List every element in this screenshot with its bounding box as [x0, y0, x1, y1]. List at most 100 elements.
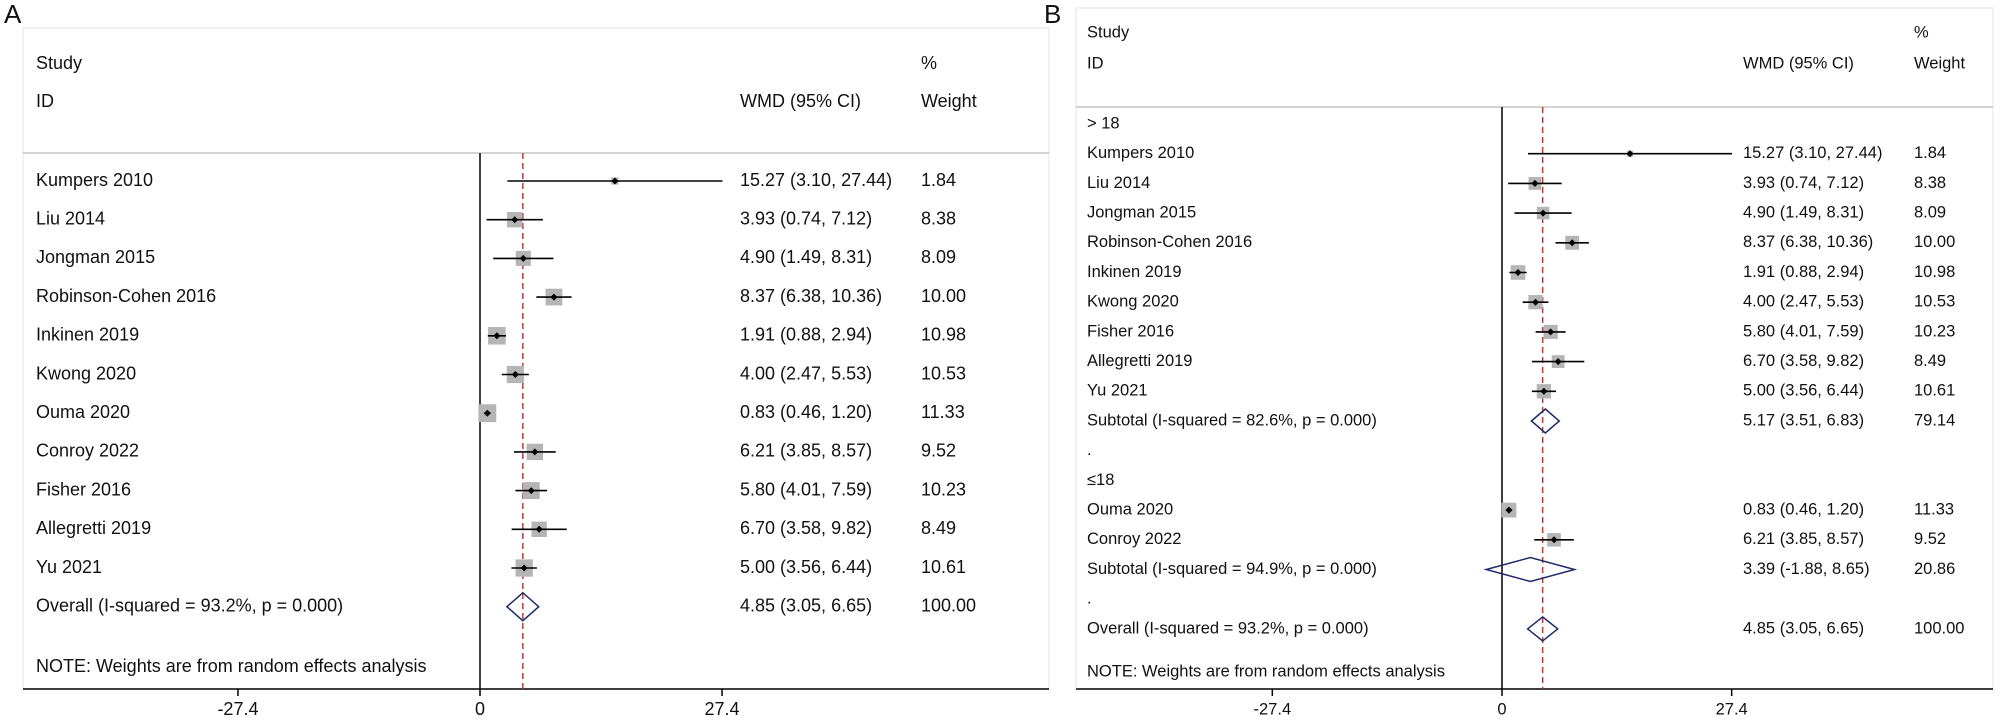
x-tick-label: 0 — [475, 699, 485, 719]
x-tick-label: 0 — [1497, 700, 1506, 718]
weight-label: 10.98 — [921, 325, 966, 345]
weight-label: 8.09 — [1914, 203, 1946, 221]
point-estimate — [1626, 150, 1634, 158]
ci-label: 4.85 (3.05, 6.65) — [1743, 619, 1864, 637]
note: NOTE: Weights are from random effects an… — [1087, 662, 1445, 680]
ci-label: 5.17 (3.51, 6.83) — [1743, 411, 1864, 429]
point-estimate — [550, 293, 558, 301]
row-label: Jongman 2015 — [36, 247, 155, 267]
row-label: Inkinen 2019 — [1087, 263, 1182, 281]
point-estimate — [493, 332, 501, 340]
header-weight: Weight — [921, 91, 977, 111]
header-id: ID — [1087, 54, 1104, 72]
ci-label: 0.83 (0.46, 1.20) — [1743, 500, 1864, 518]
header-study: Study — [36, 53, 82, 73]
x-tick-label: 27.4 — [705, 699, 740, 719]
point-estimate — [1514, 269, 1522, 276]
x-tick-label: -27.4 — [217, 699, 258, 719]
header-study: Study — [1087, 23, 1130, 41]
ci-label: 0.83 (0.46, 1.20) — [740, 402, 872, 422]
ci-label: 4.85 (3.05, 6.65) — [740, 595, 872, 615]
weight-label: 8.38 — [921, 208, 956, 228]
row-label: Liu 2014 — [36, 208, 105, 228]
point-estimate — [1531, 179, 1539, 187]
weight-label: 100.00 — [921, 595, 976, 615]
point-estimate — [527, 487, 535, 495]
row-label: Overall (I-squared = 93.2%, p = 0.000) — [1087, 619, 1369, 637]
ci-label: 5.00 (3.56, 6.44) — [740, 557, 872, 577]
weight-label: 1.84 — [921, 170, 956, 190]
row-label: Yu 2021 — [36, 557, 102, 577]
row-label: Robinson-Cohen 2016 — [36, 286, 216, 306]
header-id: ID — [36, 91, 54, 111]
weight-label: 10.00 — [921, 286, 966, 306]
weight-label: 1.84 — [1914, 144, 1946, 162]
weight-label: 79.14 — [1914, 411, 1955, 429]
weight-label: 11.33 — [921, 402, 965, 422]
panel-label: A — [4, 0, 22, 29]
row-label: Kumpers 2010 — [1087, 144, 1194, 162]
weight-label: 10.23 — [1914, 322, 1955, 340]
weight-label: 10.23 — [921, 479, 966, 499]
point-estimate — [519, 254, 527, 262]
point-estimate — [535, 525, 543, 533]
point-estimate — [520, 564, 528, 572]
ci-label: 4.90 (1.49, 8.31) — [1743, 203, 1864, 221]
header-pct: % — [921, 53, 937, 73]
row-label: Conroy 2022 — [36, 441, 139, 461]
header-pct: % — [1914, 23, 1929, 41]
row-label: Allegretti 2019 — [36, 518, 151, 538]
summary-diamond — [1530, 408, 1561, 434]
weight-label: 9.52 — [921, 441, 956, 461]
row-label: > 18 — [1087, 114, 1120, 132]
ci-label: 4.90 (1.49, 8.31) — [740, 247, 872, 267]
point-estimate — [1568, 239, 1576, 247]
point-estimate — [1505, 506, 1513, 514]
weight-label: 10.61 — [1914, 382, 1955, 400]
ci-label: 4.00 (2.47, 5.53) — [740, 363, 872, 383]
point-estimate — [511, 371, 519, 378]
row-label: Conroy 2022 — [1087, 530, 1181, 548]
point-estimate — [483, 409, 491, 417]
row-label: Overall (I-squared = 93.2%, p = 0.000) — [36, 595, 343, 615]
row-label: Kwong 2020 — [36, 363, 136, 383]
row-label: Jongman 2015 — [1087, 203, 1196, 221]
weight-label: 10.61 — [921, 557, 966, 577]
ci-label: 6.70 (3.58, 9.82) — [1743, 352, 1864, 370]
weight-label: 11.33 — [1914, 500, 1954, 518]
row-label: Kwong 2020 — [1087, 293, 1179, 311]
row-label: ≤18 — [1087, 471, 1114, 489]
row-label: Ouma 2020 — [36, 402, 130, 422]
panel-frame — [22, 27, 1050, 690]
summary-diamond — [505, 591, 540, 622]
weight-label: 10.53 — [921, 363, 966, 383]
row-label: . — [1087, 590, 1092, 608]
weight-label: 20.86 — [1914, 560, 1955, 578]
weight-label: 10.98 — [1914, 263, 1955, 281]
point-estimate — [611, 177, 619, 185]
row-label: Yu 2021 — [1087, 382, 1148, 400]
ci-label: 8.37 (6.38, 10.36) — [1743, 233, 1873, 251]
point-estimate — [1550, 536, 1558, 544]
row-label: Subtotal (I-squared = 82.6%, p = 0.000) — [1087, 411, 1377, 429]
weight-label: 100.00 — [1914, 619, 1964, 637]
ci-label: 5.00 (3.56, 6.44) — [1743, 382, 1864, 400]
ci-label: 3.39 (-1.88, 8.65) — [1743, 560, 1870, 578]
weight-label: 10.53 — [1914, 293, 1955, 311]
row-label: Allegretti 2019 — [1087, 352, 1193, 370]
ci-label: 6.21 (3.85, 8.57) — [740, 441, 872, 461]
point-estimate — [1547, 328, 1555, 336]
weight-label: 10.00 — [1914, 233, 1955, 251]
panel-frame — [1075, 7, 1994, 690]
row-label: Fisher 2016 — [1087, 322, 1174, 340]
x-tick-label: 27.4 — [1716, 700, 1748, 718]
row-label: Liu 2014 — [1087, 174, 1150, 192]
note: NOTE: Weights are from random effects an… — [36, 656, 426, 676]
x-tick-label: -27.4 — [1254, 700, 1292, 718]
weight-label: 8.38 — [1914, 174, 1946, 192]
weight-label: 8.49 — [1914, 352, 1946, 370]
row-label: Subtotal (I-squared = 94.9%, p = 0.000) — [1087, 560, 1377, 578]
ci-label: 15.27 (3.10, 27.44) — [1743, 144, 1882, 162]
summary-diamond — [1483, 556, 1578, 583]
